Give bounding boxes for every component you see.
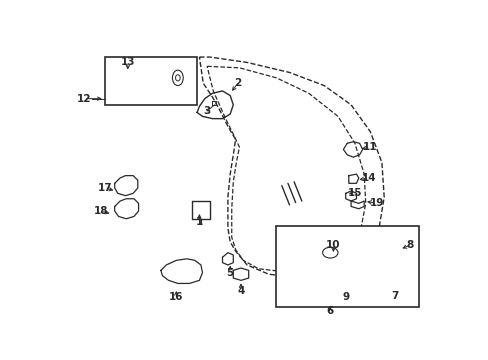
- Ellipse shape: [172, 70, 183, 86]
- Text: 15: 15: [347, 188, 362, 198]
- Text: 3: 3: [203, 106, 210, 116]
- Text: 1: 1: [195, 217, 203, 227]
- Text: 16: 16: [169, 292, 183, 302]
- Bar: [276, 226, 418, 307]
- Text: 9: 9: [342, 292, 348, 302]
- Text: 19: 19: [368, 198, 383, 208]
- Text: 8: 8: [406, 240, 413, 250]
- Text: 2: 2: [234, 78, 241, 88]
- Text: 12: 12: [77, 94, 91, 104]
- Text: 17: 17: [97, 183, 112, 193]
- Bar: [104, 57, 197, 105]
- Text: 13: 13: [121, 58, 135, 67]
- Text: 7: 7: [390, 291, 398, 301]
- Ellipse shape: [175, 75, 180, 81]
- Text: 4: 4: [237, 286, 244, 296]
- Text: 14: 14: [361, 173, 375, 183]
- Text: 10: 10: [325, 240, 340, 250]
- Ellipse shape: [322, 247, 337, 258]
- Text: 6: 6: [326, 306, 333, 316]
- Text: 5: 5: [226, 268, 233, 278]
- Text: 11: 11: [363, 142, 377, 152]
- Text: 18: 18: [93, 206, 108, 216]
